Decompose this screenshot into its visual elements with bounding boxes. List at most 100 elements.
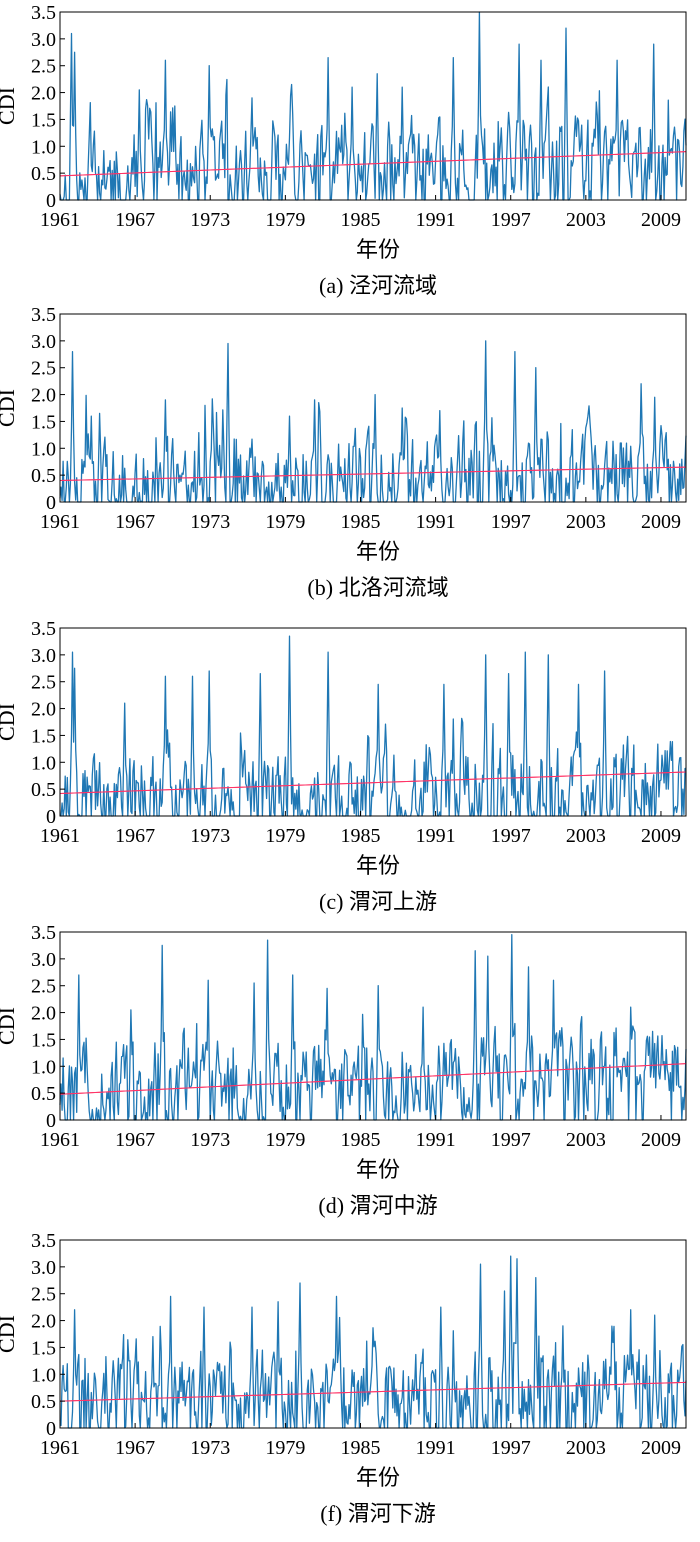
chart-panel-3: 0 0.5 1.0 1.5 2.0 2.5 3.0 3.5 1961 1967 1973 1979 19… <box>0 618 687 914</box>
x-tick-label: 2009 <box>641 1129 681 1151</box>
y-tick-label: 1.0 <box>31 752 56 774</box>
x-tick-label: 1967 <box>115 209 155 231</box>
x-axis-label: 年份 <box>356 539 400 564</box>
y-tick-label: 3.5 <box>31 2 56 24</box>
y-tick-label: 3.5 <box>31 1230 56 1252</box>
trend-line-overlay <box>59 466 687 482</box>
y-tick-label: 3.0 <box>31 331 56 353</box>
cdi-series-line <box>59 635 687 817</box>
x-tick-label: 1961 <box>40 1129 80 1151</box>
y-tick-label: 1.5 <box>31 1029 56 1051</box>
y-tick-label: 0.5 <box>31 1083 56 1105</box>
x-tick-label: 1985 <box>340 511 380 533</box>
panel-caption: (a) 泾河流域 <box>319 273 437 298</box>
panel-caption: (f) 渭河下游 <box>320 1501 435 1526</box>
y-tick-label: 2.0 <box>31 1311 56 1333</box>
cdi-series-line <box>59 340 687 503</box>
x-axis-label: 年份 <box>356 1157 400 1182</box>
x-tick-label: 2003 <box>566 209 606 231</box>
x-tick-label: 1967 <box>115 1437 155 1459</box>
x-tick-label: 2003 <box>566 1437 606 1459</box>
x-tick-label: 2009 <box>641 209 681 231</box>
x-axis-label: 年份 <box>356 1465 400 1490</box>
x-tick-label: 1997 <box>491 1437 531 1459</box>
x-tick-label: 1991 <box>416 511 456 533</box>
y-tick-label: 3.0 <box>31 949 56 971</box>
y-tick-label: 3.5 <box>31 922 56 944</box>
trend-line-overlay <box>59 1381 687 1402</box>
x-tick-label: 1967 <box>115 825 155 847</box>
y-axis-label: CDI <box>0 389 19 427</box>
x-tick-label: 1979 <box>265 511 305 533</box>
y-tick-label: 3.0 <box>31 29 56 51</box>
x-tick-label: 1997 <box>491 825 531 847</box>
x-tick-label: 1991 <box>416 209 456 231</box>
y-tick-label: 2.0 <box>31 1003 56 1025</box>
y-axis-label: CDI <box>0 87 19 125</box>
y-tick-label: 2.5 <box>31 358 56 380</box>
cdi-series-line <box>59 11 687 201</box>
y-tick-label: 3.5 <box>31 304 56 326</box>
y-tick-label: 1.0 <box>31 1056 56 1078</box>
y-tick-label: 0 <box>46 1418 56 1440</box>
x-tick-label: 1967 <box>115 511 155 533</box>
y-tick-label: 1.5 <box>31 411 56 433</box>
x-tick-label: 1979 <box>265 825 305 847</box>
y-tick-label: 1.5 <box>31 725 56 747</box>
x-tick-label: 1985 <box>340 825 380 847</box>
x-tick-label: 1967 <box>115 1129 155 1151</box>
y-tick-label: 2.5 <box>31 1284 56 1306</box>
plot-frame <box>59 313 687 503</box>
panel-caption: (b) 北洛河流域 <box>307 575 448 600</box>
panel-caption: (d) 渭河中游 <box>318 1193 437 1218</box>
y-tick-label: 1.0 <box>31 438 56 460</box>
y-tick-label: 0 <box>46 492 56 514</box>
plot-frame <box>59 931 687 1121</box>
chart-panel-1: 0 0.5 1.0 1.5 2.0 2.5 3.0 3.5 1961 1967 1973 1979 19… <box>0 2 687 298</box>
y-tick-label: 1.5 <box>31 1337 56 1359</box>
x-tick-label: 2009 <box>641 1437 681 1459</box>
x-tick-label: 1973 <box>190 209 230 231</box>
y-tick-label: 1.0 <box>31 136 56 158</box>
chart-panel-2: 0 0.5 1.0 1.5 2.0 2.5 3.0 3.5 1961 1967 1973 1979 19… <box>0 304 687 600</box>
x-tick-label: 1961 <box>40 1437 80 1459</box>
x-tick-label: 2009 <box>641 511 681 533</box>
trend-line-overlay <box>59 771 687 794</box>
y-tick-label: 0.5 <box>31 465 56 487</box>
y-axis-label: CDI <box>0 1007 19 1045</box>
y-tick-label: 2.5 <box>31 976 56 998</box>
x-tick-label: 1985 <box>340 209 380 231</box>
y-tick-label: 1.0 <box>31 1364 56 1386</box>
x-tick-label: 1997 <box>491 511 531 533</box>
y-tick-label: 3.0 <box>31 1257 56 1279</box>
x-tick-label: 1997 <box>491 1129 531 1151</box>
x-axis-label: 年份 <box>356 853 400 878</box>
y-tick-label: 3.0 <box>31 645 56 667</box>
x-tick-label: 1979 <box>265 1437 305 1459</box>
x-tick-label: 1985 <box>340 1437 380 1459</box>
plot-frame <box>59 1239 687 1429</box>
chart-panel-4: 0 0.5 1.0 1.5 2.0 2.5 3.0 3.5 1961 1967 1973 1979 19… <box>0 922 687 1218</box>
y-tick-label: 1.5 <box>31 109 56 131</box>
trend-line-overlay <box>59 1063 687 1095</box>
y-tick-label: 0 <box>46 806 56 828</box>
x-tick-label: 1961 <box>40 825 80 847</box>
cdi-series-line <box>59 1255 687 1429</box>
y-tick-label: 2.0 <box>31 83 56 105</box>
y-tick-label: 2.0 <box>31 699 56 721</box>
trend-line-overlay <box>59 151 687 177</box>
x-tick-label: 1991 <box>416 1437 456 1459</box>
panel-caption: (c) 渭河上游 <box>319 889 437 914</box>
x-tick-label: 1973 <box>190 1437 230 1459</box>
x-tick-label: 1973 <box>190 511 230 533</box>
x-tick-label: 2003 <box>566 511 606 533</box>
y-tick-label: 2.5 <box>31 672 56 694</box>
x-tick-label: 1991 <box>416 1129 456 1151</box>
chart-panel-5: 0 0.5 1.0 1.5 2.0 2.5 3.0 3.5 1961 1967 1973 1979 19… <box>0 1230 687 1526</box>
y-axis-label: CDI <box>0 703 19 741</box>
x-tick-label: 1979 <box>265 1129 305 1151</box>
x-tick-label: 1961 <box>40 511 80 533</box>
y-tick-label: 0 <box>46 190 56 212</box>
y-tick-label: 0.5 <box>31 1391 56 1413</box>
plot-frame <box>59 627 687 817</box>
